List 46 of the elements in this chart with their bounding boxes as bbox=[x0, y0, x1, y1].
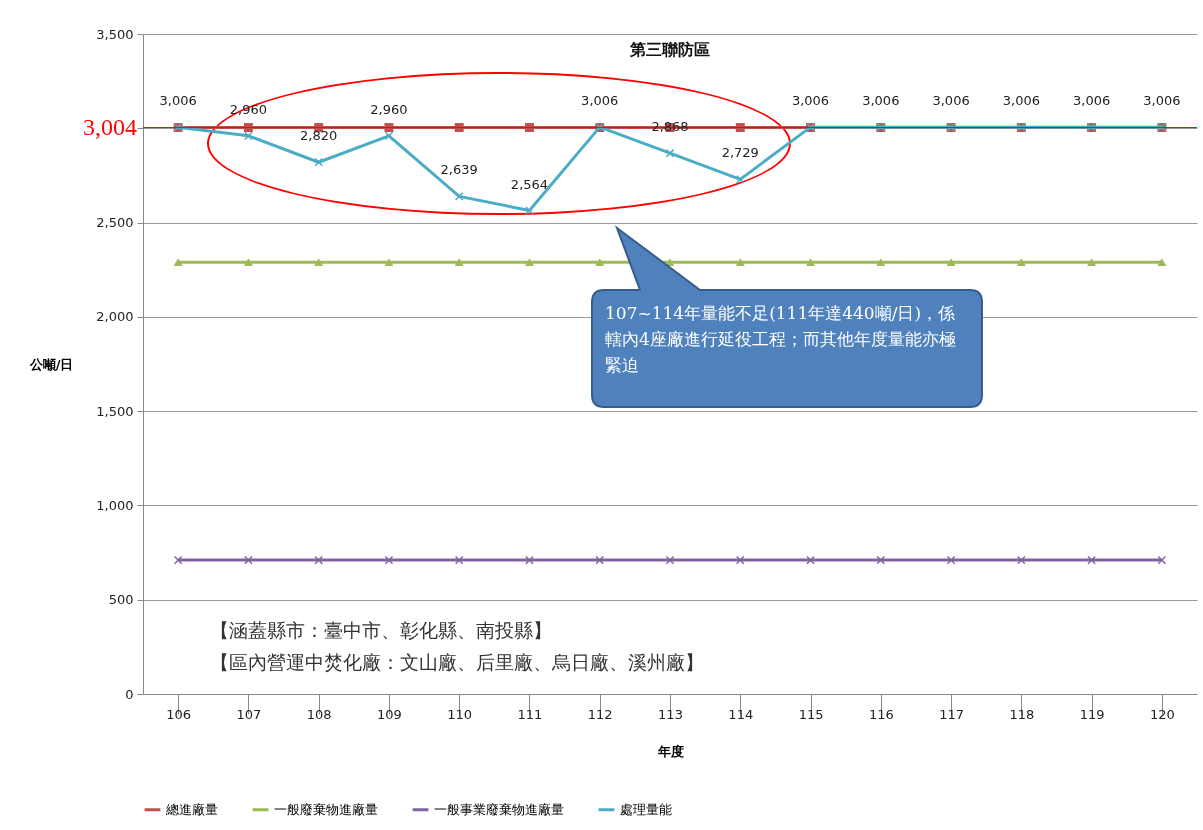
data-label: 2,564 bbox=[510, 176, 549, 192]
data-label: 2,820 bbox=[300, 128, 338, 144]
data-label: 3,006 bbox=[159, 93, 197, 109]
data-label: 3,006 bbox=[1002, 93, 1040, 109]
y-tick-label: 2,500 bbox=[96, 215, 134, 231]
y-tick-label: 3,500 bbox=[96, 26, 134, 42]
data-label: 2,960 bbox=[370, 101, 408, 117]
chart-title: 第三聯防區 bbox=[629, 40, 710, 59]
y-tick-label: 1,500 bbox=[96, 403, 134, 419]
y-tick-label: 1,000 bbox=[96, 497, 134, 513]
x-tick-label: 120 bbox=[1149, 706, 1175, 722]
annotation: 【涵蓋縣市：臺中市、彰化縣、南投縣】 bbox=[210, 618, 552, 643]
x-tick-label: 109 bbox=[377, 706, 402, 722]
data-label: 3,006 bbox=[1143, 93, 1181, 109]
annotation: 【區內營運中焚化廠：文山廠、后里廠、烏日廠、溪州廠】 bbox=[210, 650, 704, 675]
data-label: 2,639 bbox=[440, 162, 478, 178]
data-label: 3,006 bbox=[581, 93, 619, 109]
x-tick-label: 106 bbox=[166, 706, 192, 722]
data-label: 3,006 bbox=[1072, 93, 1111, 109]
ref-line-label: 3,004 bbox=[83, 113, 137, 140]
legend-label: 處理量能 bbox=[620, 801, 672, 817]
annotation: 107~114年量能不足(111年達440噸/日)，係轄內4座廠進行延役工程；而其他年度量能亦極緊迫 bbox=[605, 302, 957, 377]
data-label: 3,006 bbox=[932, 93, 970, 109]
x-tick-label: 111 bbox=[517, 706, 543, 722]
legend-label: 總進廠量 bbox=[165, 801, 218, 817]
x-tick-label: 115 bbox=[798, 706, 824, 722]
y-axis-title: 公噸/日 bbox=[28, 356, 74, 372]
x-tick-label: 117 bbox=[939, 706, 964, 722]
y-tick-label: 2,000 bbox=[96, 309, 134, 325]
x-tick-label: 116 bbox=[868, 706, 894, 722]
legend-label: 一般事業廢棄物進廠量 bbox=[434, 801, 564, 817]
y-tick-label: 500 bbox=[108, 592, 134, 608]
x-axis-title: 年度 bbox=[656, 743, 684, 759]
data-label: 3,006 bbox=[791, 93, 830, 109]
x-tick-label: 112 bbox=[587, 706, 613, 722]
data-label: 3,006 bbox=[862, 93, 900, 109]
x-tick-label: 118 bbox=[1009, 706, 1035, 722]
x-tick-label: 113 bbox=[658, 706, 683, 722]
data-label: 2,729 bbox=[721, 145, 759, 161]
x-tick-label: 107 bbox=[236, 706, 262, 722]
x-tick-label: 110 bbox=[447, 706, 473, 722]
legend-label: 一般廢棄物進廠量 bbox=[274, 801, 378, 817]
x-tick-label: 108 bbox=[306, 706, 332, 722]
x-tick-label: 119 bbox=[1079, 706, 1105, 722]
x-tick-label: 114 bbox=[728, 706, 754, 722]
y-tick-label: 0 bbox=[125, 686, 134, 702]
